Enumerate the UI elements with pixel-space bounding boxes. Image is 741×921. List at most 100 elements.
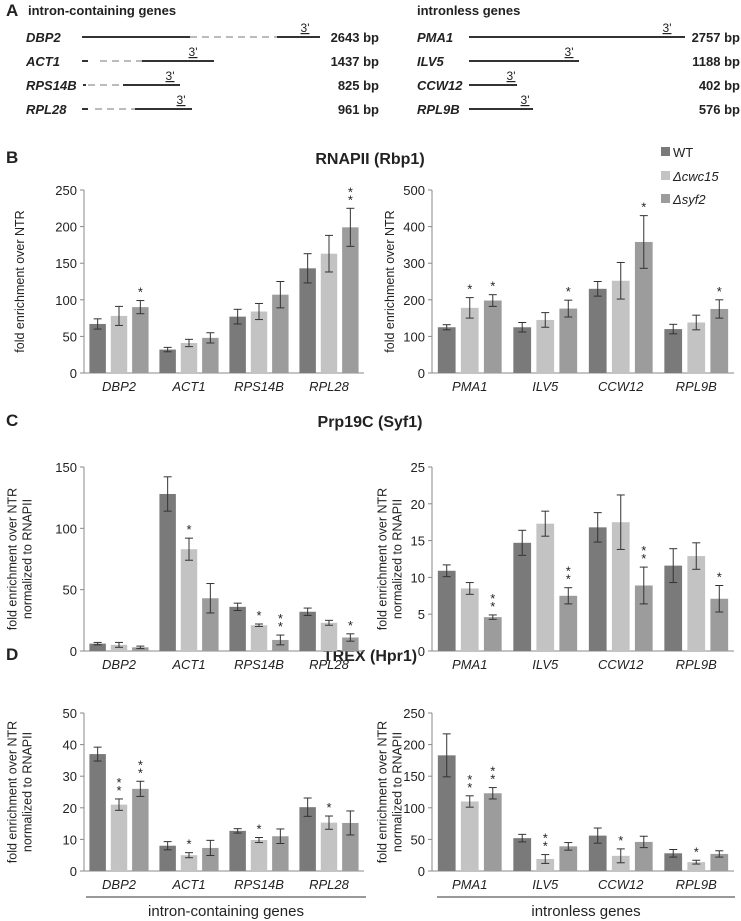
y-axis-title: fold enrichment over NTR bbox=[13, 210, 27, 352]
bar bbox=[437, 327, 456, 373]
x-tick-label: CCW12 bbox=[598, 657, 644, 672]
y-tick-label: 25 bbox=[411, 460, 425, 475]
bar bbox=[513, 838, 532, 871]
y-tick-label: 0 bbox=[70, 366, 77, 381]
y-axis-title: normalized to RNAPII bbox=[21, 499, 35, 619]
y-tick-label: 15 bbox=[411, 534, 425, 549]
bar bbox=[536, 858, 555, 871]
y-tick-label: 150 bbox=[55, 460, 77, 475]
y-tick-label: 0 bbox=[418, 644, 425, 659]
significance-marker: * * bbox=[566, 564, 571, 587]
significance-marker: * bbox=[566, 284, 571, 299]
y-axis-title: normalized to RNAPII bbox=[391, 732, 405, 852]
bar bbox=[460, 307, 479, 373]
bar bbox=[250, 311, 268, 373]
x-tick-label: RPS14B bbox=[234, 657, 284, 672]
y-tick-label: 50 bbox=[411, 832, 425, 847]
significance-marker: * bbox=[467, 282, 472, 297]
panel-letter-c: C bbox=[6, 411, 18, 430]
gene-label: DBP2 bbox=[26, 30, 61, 45]
bar bbox=[342, 822, 359, 871]
y-tick-label: 30 bbox=[63, 769, 77, 784]
significance-marker: * bbox=[717, 284, 722, 299]
x-tick-label: RPL28 bbox=[309, 877, 350, 892]
y-tick-label: 50 bbox=[63, 706, 77, 721]
bar bbox=[588, 288, 607, 373]
y-axis-title: fold enrichment over NTR bbox=[6, 721, 20, 863]
legend-label-wt: WT bbox=[673, 145, 693, 160]
y-tick-label: 100 bbox=[403, 801, 425, 816]
significance-marker: * bbox=[694, 844, 699, 859]
bar bbox=[342, 637, 359, 651]
significance-marker: * bbox=[717, 569, 722, 584]
bar bbox=[110, 644, 128, 651]
y-tick-label: 250 bbox=[55, 183, 77, 198]
bar bbox=[536, 319, 555, 373]
three-prime-marker: 3' bbox=[507, 69, 516, 83]
y-tick-label: 20 bbox=[63, 801, 77, 816]
significance-marker: * bbox=[256, 608, 261, 623]
bar bbox=[229, 606, 246, 651]
y-tick-label: 400 bbox=[403, 220, 425, 235]
y-tick-label: 500 bbox=[403, 183, 425, 198]
y-tick-label: 100 bbox=[403, 329, 425, 344]
x-tick-label: PMA1 bbox=[452, 379, 487, 394]
x-tick-label: CCW12 bbox=[598, 379, 644, 394]
bar bbox=[687, 862, 706, 871]
y-tick-label: 0 bbox=[418, 366, 425, 381]
bar bbox=[299, 611, 316, 651]
x-tick-label: ILV5 bbox=[532, 657, 559, 672]
bar bbox=[132, 307, 149, 373]
three-prime-marker: 3' bbox=[189, 45, 198, 59]
significance-marker: * bbox=[186, 522, 191, 537]
chart-c-intronless: 0 5 10 15 20 25 fold enrichment over NTR normal… bbox=[376, 460, 734, 672]
chart-d-intronless: 0 50 100 150 200 250 fold enrichment over NTR n… bbox=[376, 706, 734, 892]
chart-b-intron-containing: 0 50 100 150 200 250 fold enrichment over NTR D… bbox=[13, 183, 364, 394]
significance-marker: * * bbox=[467, 772, 472, 795]
bar bbox=[460, 588, 479, 651]
significance-marker: * bbox=[618, 833, 623, 848]
significance-marker: * * bbox=[278, 611, 283, 634]
chart-d-intron-containing: 0 10 20 30 40 50 fold enrichment over NTR norma… bbox=[6, 706, 364, 892]
gene-label: RPS14B bbox=[26, 78, 77, 93]
gene-size: 961 bp bbox=[338, 102, 379, 117]
bar bbox=[320, 253, 338, 373]
significance-marker: * * bbox=[543, 831, 548, 854]
bar bbox=[513, 542, 532, 651]
y-axis-title: fold enrichment over NTR bbox=[6, 488, 20, 630]
y-tick-label: 50 bbox=[63, 583, 77, 598]
y-axis-title: fold enrichment over NTR bbox=[376, 721, 390, 863]
significance-marker: * bbox=[186, 837, 191, 852]
x-tick-label: RPL9B bbox=[676, 657, 718, 672]
bar bbox=[483, 793, 502, 871]
gene-label: RPL28 bbox=[26, 102, 67, 117]
bar bbox=[159, 493, 176, 651]
x-tick-label: RPL28 bbox=[309, 657, 350, 672]
legend-swatch-syf2 bbox=[661, 194, 670, 203]
panel-letter-d: D bbox=[6, 645, 18, 664]
bar bbox=[559, 595, 578, 651]
bar bbox=[320, 822, 338, 871]
bar bbox=[180, 855, 198, 871]
x-tick-label: ACT1 bbox=[171, 657, 205, 672]
bar bbox=[180, 342, 198, 373]
legend-label-syf2: Δsyf2 bbox=[672, 192, 706, 207]
significance-marker: * bbox=[256, 822, 261, 837]
y-tick-label: 200 bbox=[403, 293, 425, 308]
significance-marker: * * bbox=[348, 184, 353, 207]
three-prime-marker: 3' bbox=[177, 93, 186, 107]
y-axis-title: fold enrichment over NTR bbox=[383, 210, 397, 352]
bottom-label-intron-containing: intron-containing genes bbox=[148, 903, 304, 920]
gene-size: 1437 bp bbox=[331, 54, 379, 69]
bar bbox=[710, 598, 729, 651]
bar bbox=[110, 315, 128, 373]
y-tick-label: 250 bbox=[403, 706, 425, 721]
panel-title-c: Prp19C (Syf1) bbox=[318, 414, 423, 431]
bar bbox=[710, 853, 729, 871]
legend: WT Δcwc15 Δsyf2 bbox=[661, 145, 719, 207]
bar bbox=[664, 565, 683, 651]
y-tick-label: 0 bbox=[70, 644, 77, 659]
right-header: intronless genes bbox=[417, 3, 520, 18]
bar bbox=[132, 788, 149, 871]
